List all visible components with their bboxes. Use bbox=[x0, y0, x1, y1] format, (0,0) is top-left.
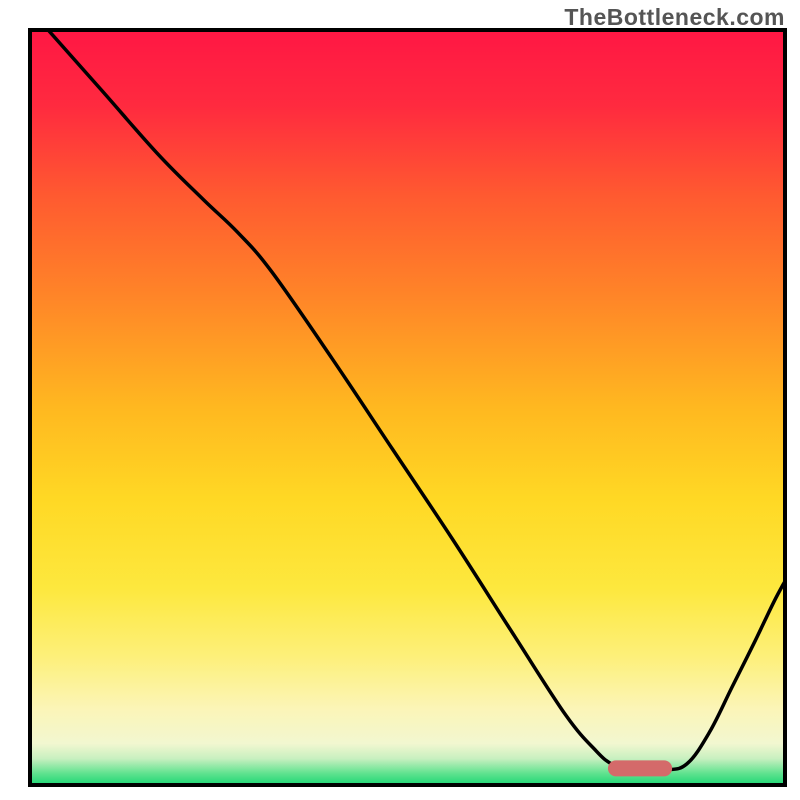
bottleneck-curve-chart bbox=[0, 0, 800, 800]
watermark-text: TheBottleneck.com bbox=[564, 4, 785, 31]
chart-container: TheBottleneck.com bbox=[0, 0, 800, 800]
optimal-range-marker bbox=[608, 760, 672, 776]
plot-gradient-background bbox=[30, 30, 785, 785]
